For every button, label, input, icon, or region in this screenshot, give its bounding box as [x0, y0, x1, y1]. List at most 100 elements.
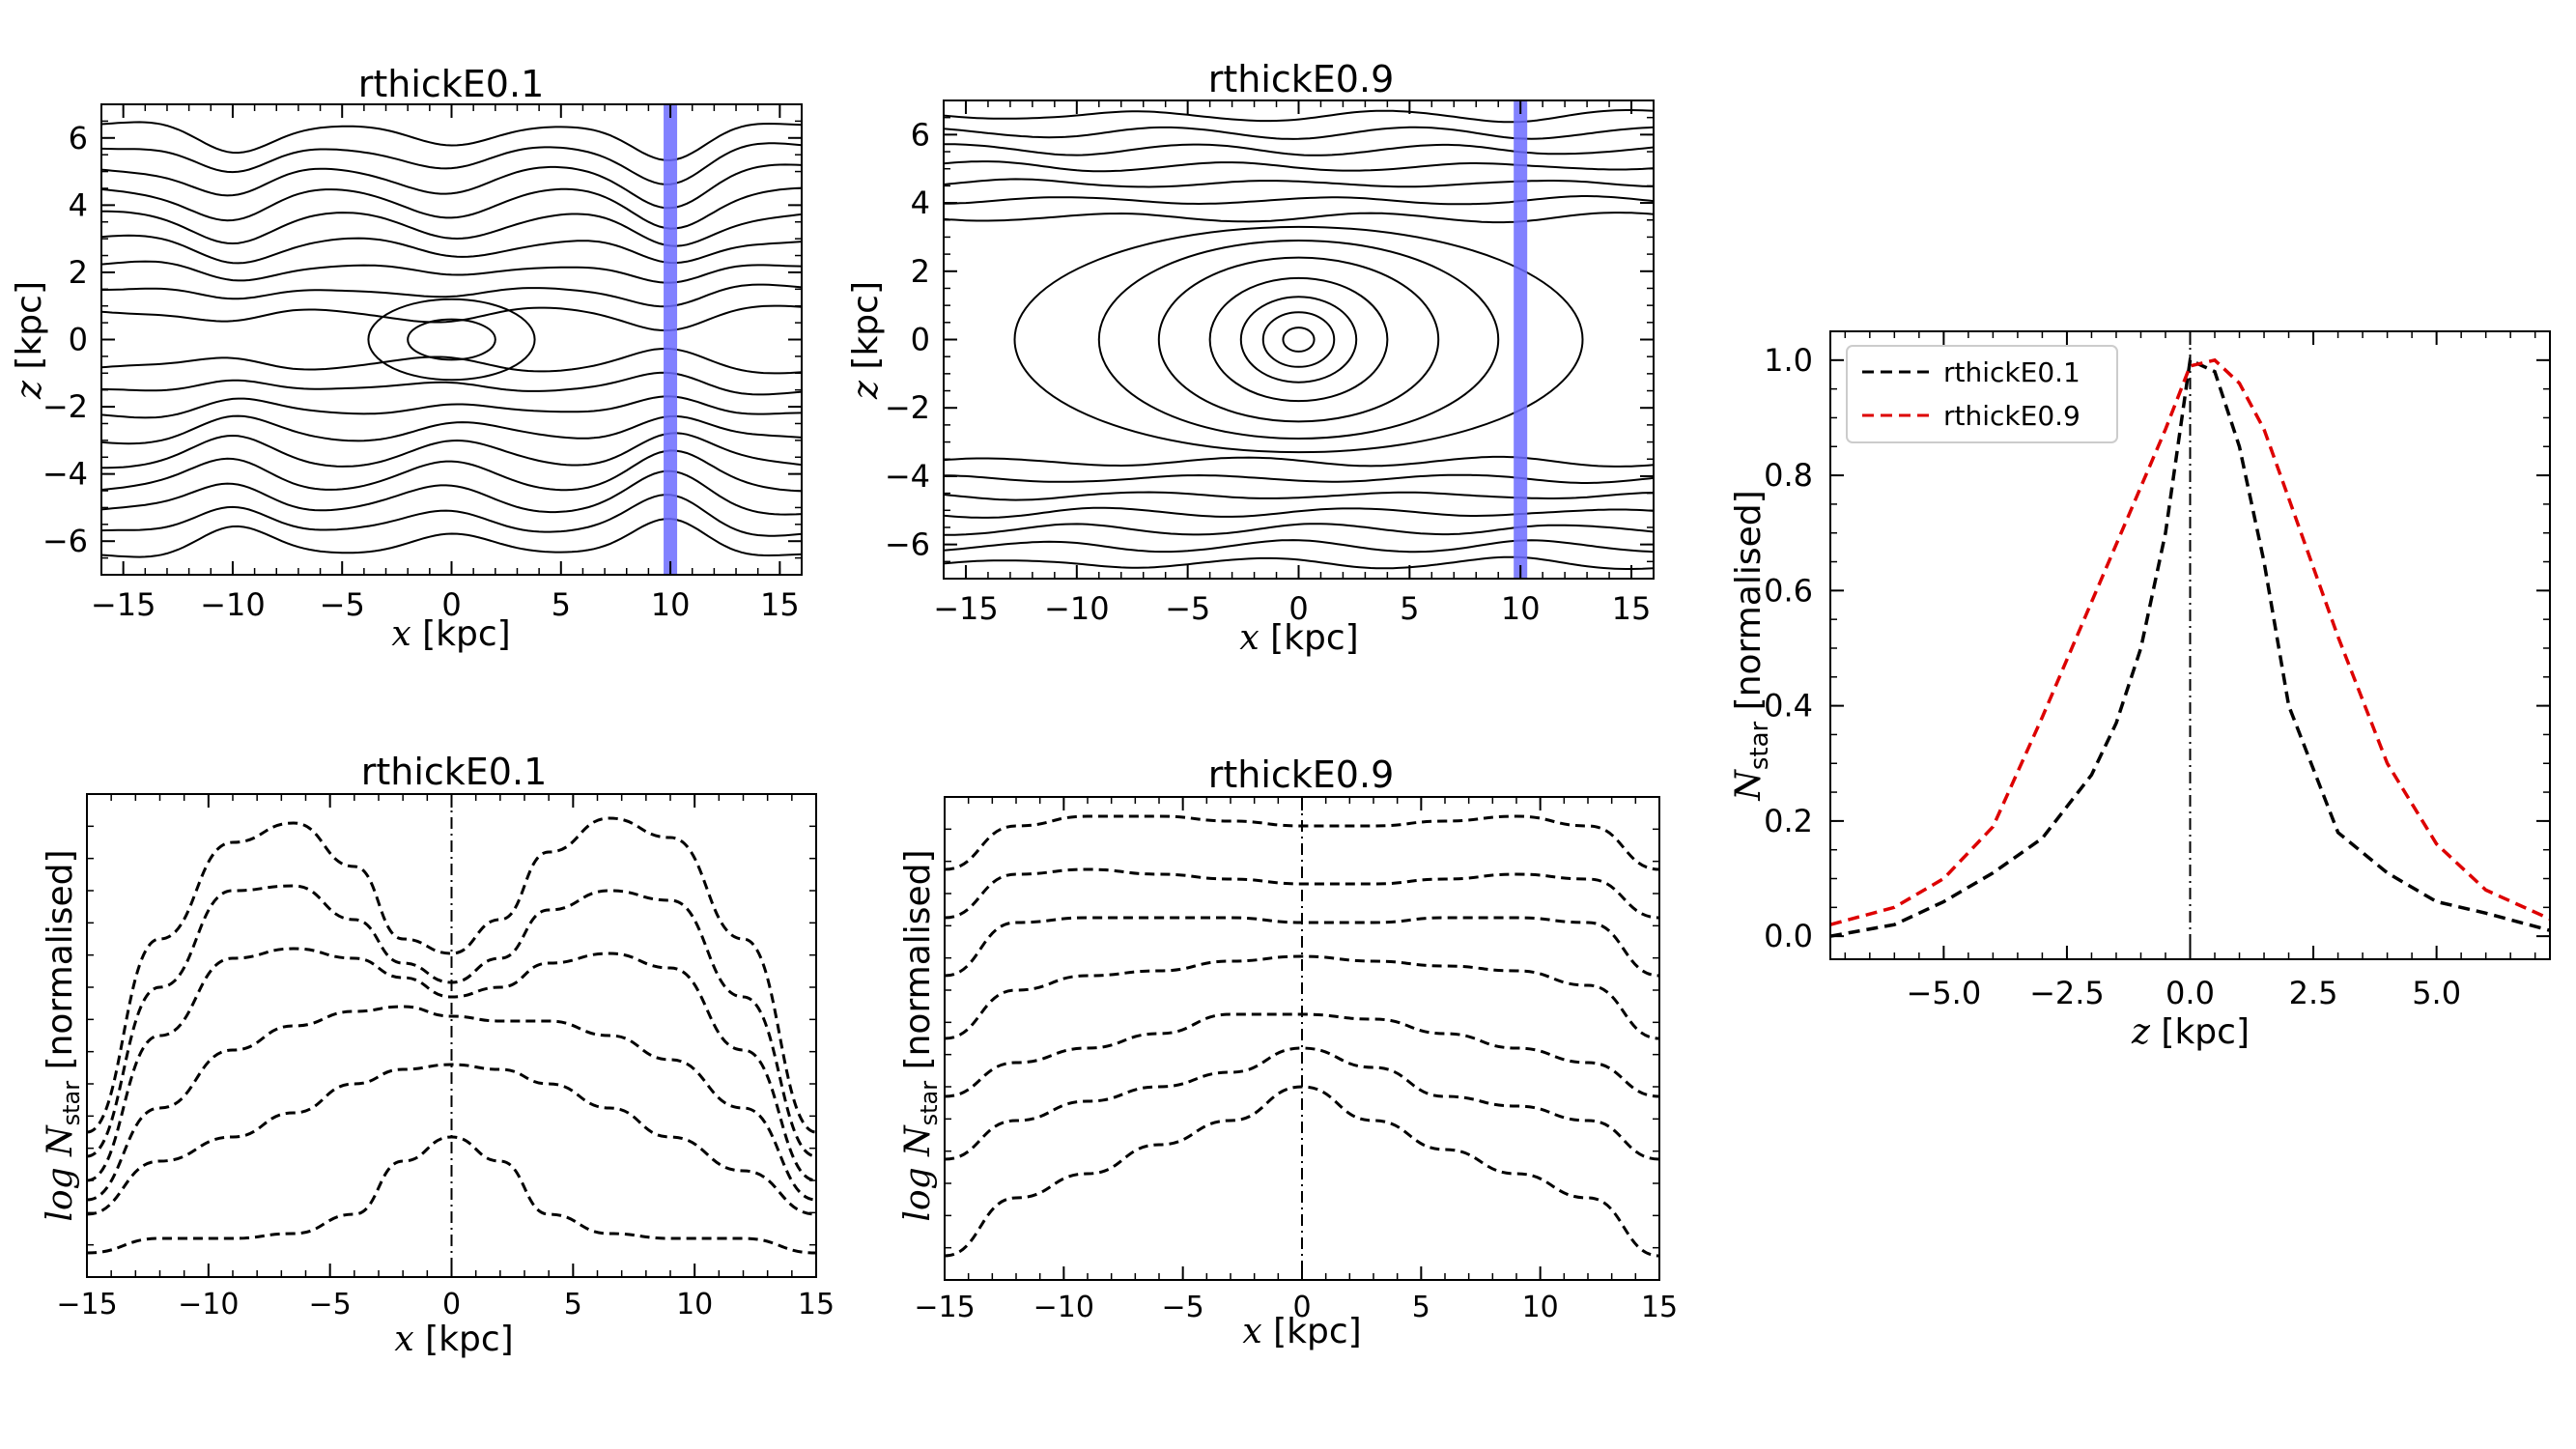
p3-profile-c2: [86, 884, 817, 1158]
p5-xlabel: z [kpc]: [2131, 1012, 2250, 1052]
p5-ytick-label: 0.8: [1764, 457, 1813, 494]
p1-xlabel-var: x: [391, 614, 410, 654]
p2-xtick-label: −10: [1044, 590, 1110, 627]
p1-xlabel: x [kpc]: [391, 614, 510, 654]
p2-contour-core: [1208, 276, 1389, 403]
p3-profile-c5: [86, 1063, 817, 1216]
p2-contour-core: [1157, 256, 1440, 423]
p2-xtick-label: 15: [1612, 590, 1652, 627]
p2-xlabel: x [kpc]: [1239, 618, 1358, 658]
p1-ytick-label: 6: [69, 120, 88, 156]
p4-xlabel-var: x: [1242, 1312, 1261, 1351]
p5-legend-label-rthickE0.9: rthickE0.9: [1943, 400, 2081, 432]
p3-profile-c3: [86, 947, 817, 1182]
p3-xtick-label: −5: [309, 1288, 352, 1321]
p2-contour-line: [944, 455, 1654, 468]
p5-legend: rthickE0.1 rthickE0.9: [1846, 345, 2118, 443]
p2-xtick-label: 10: [1501, 590, 1541, 627]
p2-contour-line: [944, 212, 1654, 224]
p1-xtick-label: −5: [320, 586, 365, 623]
p3-xtick-label: −15: [56, 1288, 117, 1321]
p1-contour-line: [101, 449, 802, 493]
p2-contour-line: [944, 506, 1654, 519]
p1-contour-line: [101, 414, 802, 445]
p4-profile-c6: [944, 1046, 1660, 1161]
p1-contour-line: [101, 494, 802, 537]
p1-xtick-label: 0: [441, 586, 461, 623]
p5-xtick-label: 2.5: [2289, 975, 2338, 1011]
contour-panel-rthickE0.1: rthickE0.1 −15 −10 −5 0 5 10 15 −6 −4 −2 0 2 4 6 x [k…: [10, 63, 803, 654]
p3-xlabel: x [kpc]: [394, 1320, 513, 1359]
p4-profile-c1: [944, 814, 1660, 871]
p3-xtick-label: 0: [442, 1288, 461, 1321]
p2-contour-line: [944, 195, 1654, 206]
p4-ylabel: log Nstar [normalised]: [898, 849, 943, 1221]
p1-ylabel: z [kpc]: [10, 281, 49, 400]
p1-contour-line: [101, 234, 802, 265]
p2-xtick-label: −5: [1165, 590, 1210, 627]
p4-ylabel-unit: [normalised]: [898, 849, 938, 1080]
p3-profile-c4: [86, 1005, 817, 1202]
p2-contours: [944, 100, 1654, 579]
contour-panel-rthickE0.9: rthickE0.9 −15 −10 −5 0 5 10 15 −6 −4 −2 0 2 4 6 x [k…: [846, 58, 1655, 658]
p1-ytick-label: 4: [69, 186, 88, 223]
p1-ytick-label: −2: [42, 388, 88, 425]
p1-ticks: −15 −10 −5 0 5 10 15 −6 −4 −2 0 2 4 6: [42, 103, 803, 623]
profile-panel-rthickE0.1: rthickE0.1 −15 −10 −5 0 5 10 15 x [kpc] log Ns…: [41, 751, 835, 1359]
p5-xtick-label: 0.0: [2166, 975, 2215, 1011]
p2-xlabel-unit: [kpc]: [1260, 618, 1359, 658]
p5-line-rthickE0.1: [1830, 357, 2550, 938]
p1-contour-line: [101, 347, 802, 375]
p4-xlabel-unit: [kpc]: [1262, 1312, 1362, 1351]
profile-panel-rthickE0.9: rthickE0.9 −15 −10 −5 0 5 10 15 x [kpc] log Ns…: [898, 753, 1678, 1351]
p2-xtick-label: −15: [933, 590, 999, 627]
p2-ticks: −15 −10 −5 0 5 10 15 −6 −4 −2 0 2 4 6: [885, 99, 1655, 627]
p2-ytick-label: 2: [911, 253, 930, 290]
p1-contour-line: [101, 283, 802, 308]
p1-contour-line: [101, 432, 802, 469]
p2-ytick-label: −2: [885, 389, 930, 426]
p5-ticks: −5.0 −2.5 0.0 2.5 5.0 0.0 0.2 0.4 0.6 0.8 1.0: [1764, 331, 2550, 1011]
p4-ticks: −15 −10 −5 0 5 10 15: [914, 797, 1678, 1324]
p5-ytick-label: 0.2: [1764, 803, 1813, 839]
p4-xtick-label: −5: [1162, 1291, 1204, 1324]
p5-ylabel: Nstar [normalised]: [1729, 490, 1774, 801]
p1-xtick-label: 5: [552, 586, 571, 623]
p3-xtick-label: 10: [676, 1288, 713, 1321]
p1-xtick-label: 15: [760, 586, 800, 623]
p1-contour-line: [101, 518, 802, 558]
p1-ytick-label: −4: [42, 456, 88, 493]
p4-xtick-label: 0: [1292, 1291, 1311, 1324]
p2-contour-line: [944, 109, 1654, 124]
p4-xlabel: x [kpc]: [1242, 1312, 1361, 1351]
p3-ylabel-sub: star: [58, 1081, 85, 1126]
p2-contour-line: [944, 160, 1654, 173]
p4-xtick-label: −10: [1033, 1291, 1094, 1324]
p2-ytick-label: −4: [885, 458, 930, 495]
p1-xlabel-unit: [kpc]: [411, 614, 511, 654]
p1-contours: [101, 104, 802, 575]
p2-xlabel-var: x: [1239, 618, 1259, 658]
p3-xlabel-var: x: [394, 1320, 413, 1359]
p1-contour-line: [101, 304, 802, 332]
p2-contour-line: [944, 143, 1654, 156]
p3-title: rthickE0.1: [361, 751, 548, 793]
p1-ytick-label: 2: [69, 254, 88, 291]
p5-xtick-label: 5.0: [2412, 975, 2461, 1011]
p2-ytick-label: 4: [911, 185, 930, 221]
p2-contour-core: [1239, 296, 1358, 384]
p4-title: rthickE0.9: [1208, 753, 1395, 796]
p1-xtick-label: −10: [200, 586, 266, 623]
p2-contour-line: [944, 555, 1654, 570]
p4-profile-c7: [944, 1085, 1660, 1258]
p1-contour-line: [101, 371, 802, 396]
p2-contour-core: [1013, 225, 1584, 454]
p1-contour-line: [101, 186, 802, 230]
p3-profile-c6: [86, 1135, 817, 1255]
p2-contour-line: [944, 539, 1654, 554]
p2-ytick-label: 6: [911, 116, 930, 153]
p2-ylabel-var: z: [846, 380, 886, 400]
p2-xtick-label: 0: [1288, 590, 1308, 627]
p1-ylabel-unit: [kpc]: [10, 281, 49, 381]
